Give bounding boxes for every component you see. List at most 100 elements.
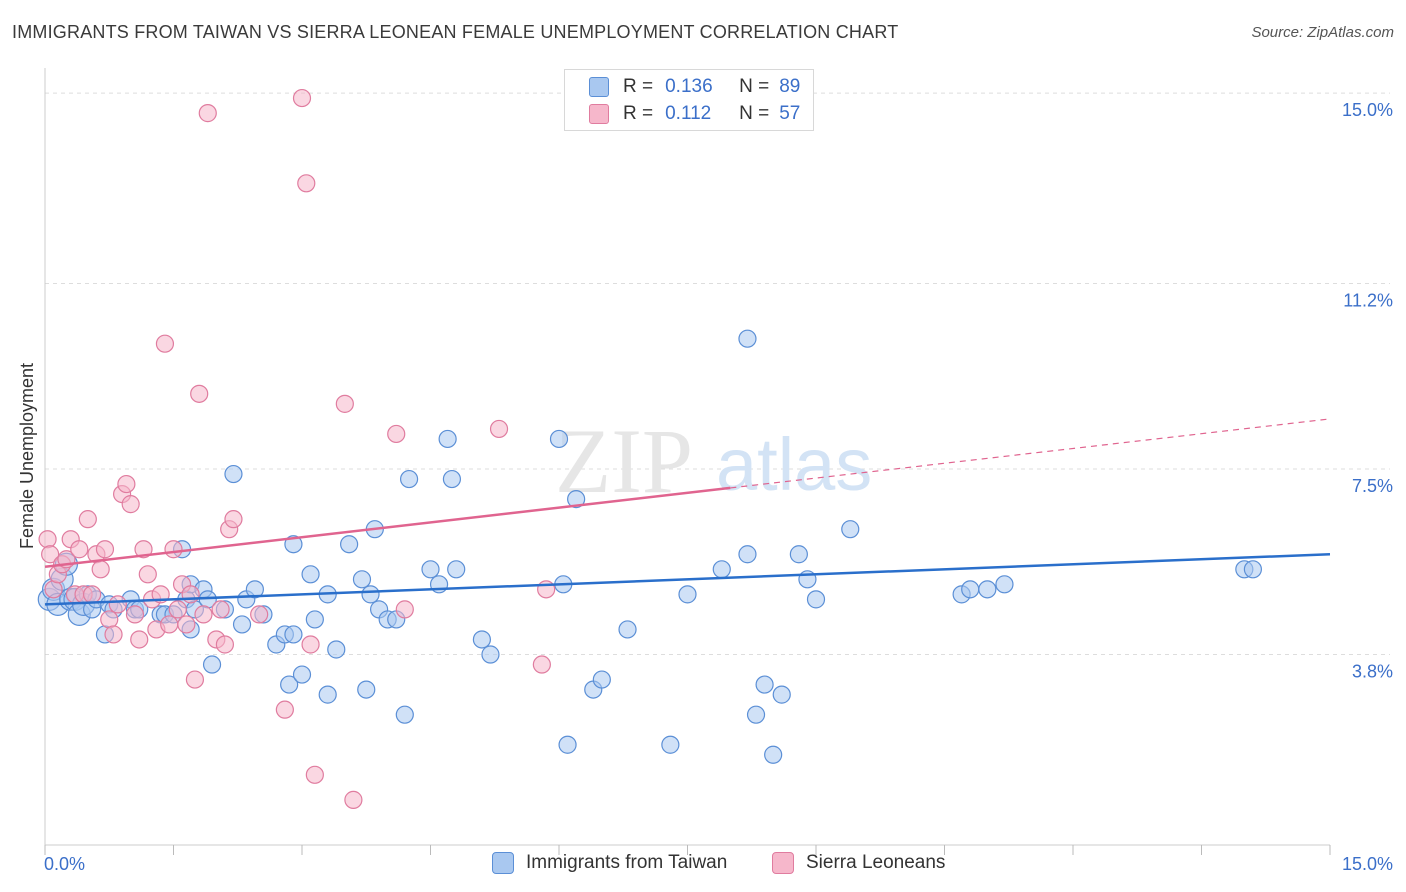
- taiwan-point: [618, 620, 637, 639]
- sierra-point: [297, 174, 316, 193]
- taiwan-point: [661, 735, 680, 754]
- r-label: R =: [623, 76, 654, 97]
- taiwan-point: [327, 640, 346, 659]
- sierra-point: [532, 655, 551, 674]
- sierra-point: [38, 530, 57, 549]
- sierra-point: [224, 510, 243, 529]
- taiwan-point: [481, 645, 500, 664]
- sierra-point: [138, 565, 157, 584]
- gridlines: [45, 92, 1390, 656]
- taiwan-point: [305, 610, 324, 629]
- x-max-label: 15.0%: [1342, 854, 1393, 874]
- sierra-point: [70, 540, 89, 559]
- sierra-swatch: [589, 104, 609, 124]
- legend-item-sierra: Sierra Leoneans: [772, 852, 945, 874]
- taiwan-point: [438, 429, 457, 449]
- sierra-point: [215, 635, 234, 654]
- source-label: Source: ZipAtlas.com: [1251, 24, 1394, 41]
- taiwan-point: [232, 615, 252, 634]
- sierra-point: [387, 424, 406, 444]
- sierra-point: [108, 595, 127, 614]
- sierra-point: [121, 495, 140, 514]
- taiwan-point: [567, 490, 586, 509]
- taiwan-point: [558, 735, 577, 754]
- sierra-point: [130, 630, 149, 649]
- y-tick-label: 3.8%: [1352, 662, 1393, 682]
- y-tick-labels: 3.8% 7.5% 11.2% 15.0%: [1342, 100, 1393, 681]
- taiwan-point: [1243, 560, 1263, 579]
- watermark-atlas: atlas: [716, 423, 872, 506]
- taiwan-point: [764, 745, 783, 764]
- taiwan-point: [301, 565, 320, 584]
- taiwan-point: [746, 705, 766, 724]
- taiwan-point: [357, 680, 376, 699]
- sierra-point: [489, 419, 509, 439]
- trend-lines: [44, 418, 1331, 606]
- taiwan-point: [712, 560, 731, 579]
- series-sierra-points: [38, 88, 556, 809]
- taiwan-point: [961, 580, 980, 599]
- taiwan-point: [284, 535, 303, 554]
- taiwan-legend-swatch: [492, 852, 514, 874]
- correlation-legend: R = 0.136 N = 89 R = 0.112 N = 57: [564, 69, 814, 131]
- sierra-point: [78, 510, 97, 529]
- taiwan-point: [755, 675, 774, 694]
- sierra-point: [395, 600, 414, 619]
- r-value-taiwan: 0.136: [665, 76, 713, 97]
- sierra-point: [177, 615, 196, 634]
- taiwan-swatch: [589, 77, 609, 97]
- r-label: R =: [623, 103, 654, 124]
- n-value-taiwan: 89: [779, 76, 801, 97]
- sierra-point: [292, 88, 312, 108]
- sierra-point: [117, 474, 136, 494]
- taiwan-point: [472, 630, 491, 649]
- taiwan-point: [318, 685, 337, 704]
- sierra-legend-swatch: [772, 852, 794, 874]
- sierra-point: [250, 605, 269, 624]
- y-axis-label: Female Unemployment: [17, 363, 37, 549]
- sierra-point: [194, 605, 213, 624]
- sierra-point: [185, 670, 205, 689]
- axes: [44, 68, 1331, 855]
- taiwan-point: [245, 580, 264, 599]
- sierra-point: [181, 585, 200, 604]
- taiwan-point: [352, 570, 372, 589]
- sierra-point: [95, 540, 115, 559]
- taiwan-point: [224, 464, 243, 484]
- trend-line-sierra-extension: [730, 418, 1331, 489]
- sierra-point: [125, 605, 145, 624]
- taiwan-point: [995, 575, 1014, 594]
- sierra-point: [198, 104, 217, 123]
- legend-item-taiwan: Immigrants from Taiwan: [492, 852, 727, 874]
- sierra-point: [41, 545, 60, 564]
- taiwan-point: [202, 655, 222, 674]
- sierra-point: [134, 540, 153, 559]
- sierra-point: [335, 394, 354, 413]
- taiwan-point: [806, 590, 826, 609]
- taiwan-point: [442, 469, 462, 489]
- sierra-point: [275, 700, 294, 719]
- n-label: N =: [739, 103, 770, 124]
- sierra-point: [104, 625, 123, 644]
- sierra-point: [190, 384, 209, 403]
- sierra-point: [344, 790, 363, 809]
- sierra-point: [91, 560, 110, 579]
- trend-line-sierra: [44, 486, 731, 569]
- taiwan-point: [789, 545, 808, 564]
- y-tick-label: 15.0%: [1342, 100, 1393, 120]
- taiwan-point: [549, 429, 569, 449]
- sierra-point: [168, 600, 187, 619]
- sierra-point: [305, 765, 324, 784]
- n-value-sierra: 57: [779, 103, 801, 124]
- legend-row-taiwan: R = 0.136 N = 89: [589, 74, 800, 100]
- sierra-point: [301, 635, 320, 654]
- taiwan-point: [772, 685, 791, 704]
- taiwan-point: [399, 469, 419, 489]
- taiwan-point: [738, 329, 757, 348]
- legend-row-sierra: R = 0.112 N = 57: [589, 101, 800, 127]
- x-min-label: 0.0%: [44, 854, 85, 874]
- taiwan-point: [292, 665, 312, 684]
- sierra-point: [44, 580, 63, 599]
- taiwan-point: [447, 560, 466, 579]
- taiwan-point: [592, 670, 611, 689]
